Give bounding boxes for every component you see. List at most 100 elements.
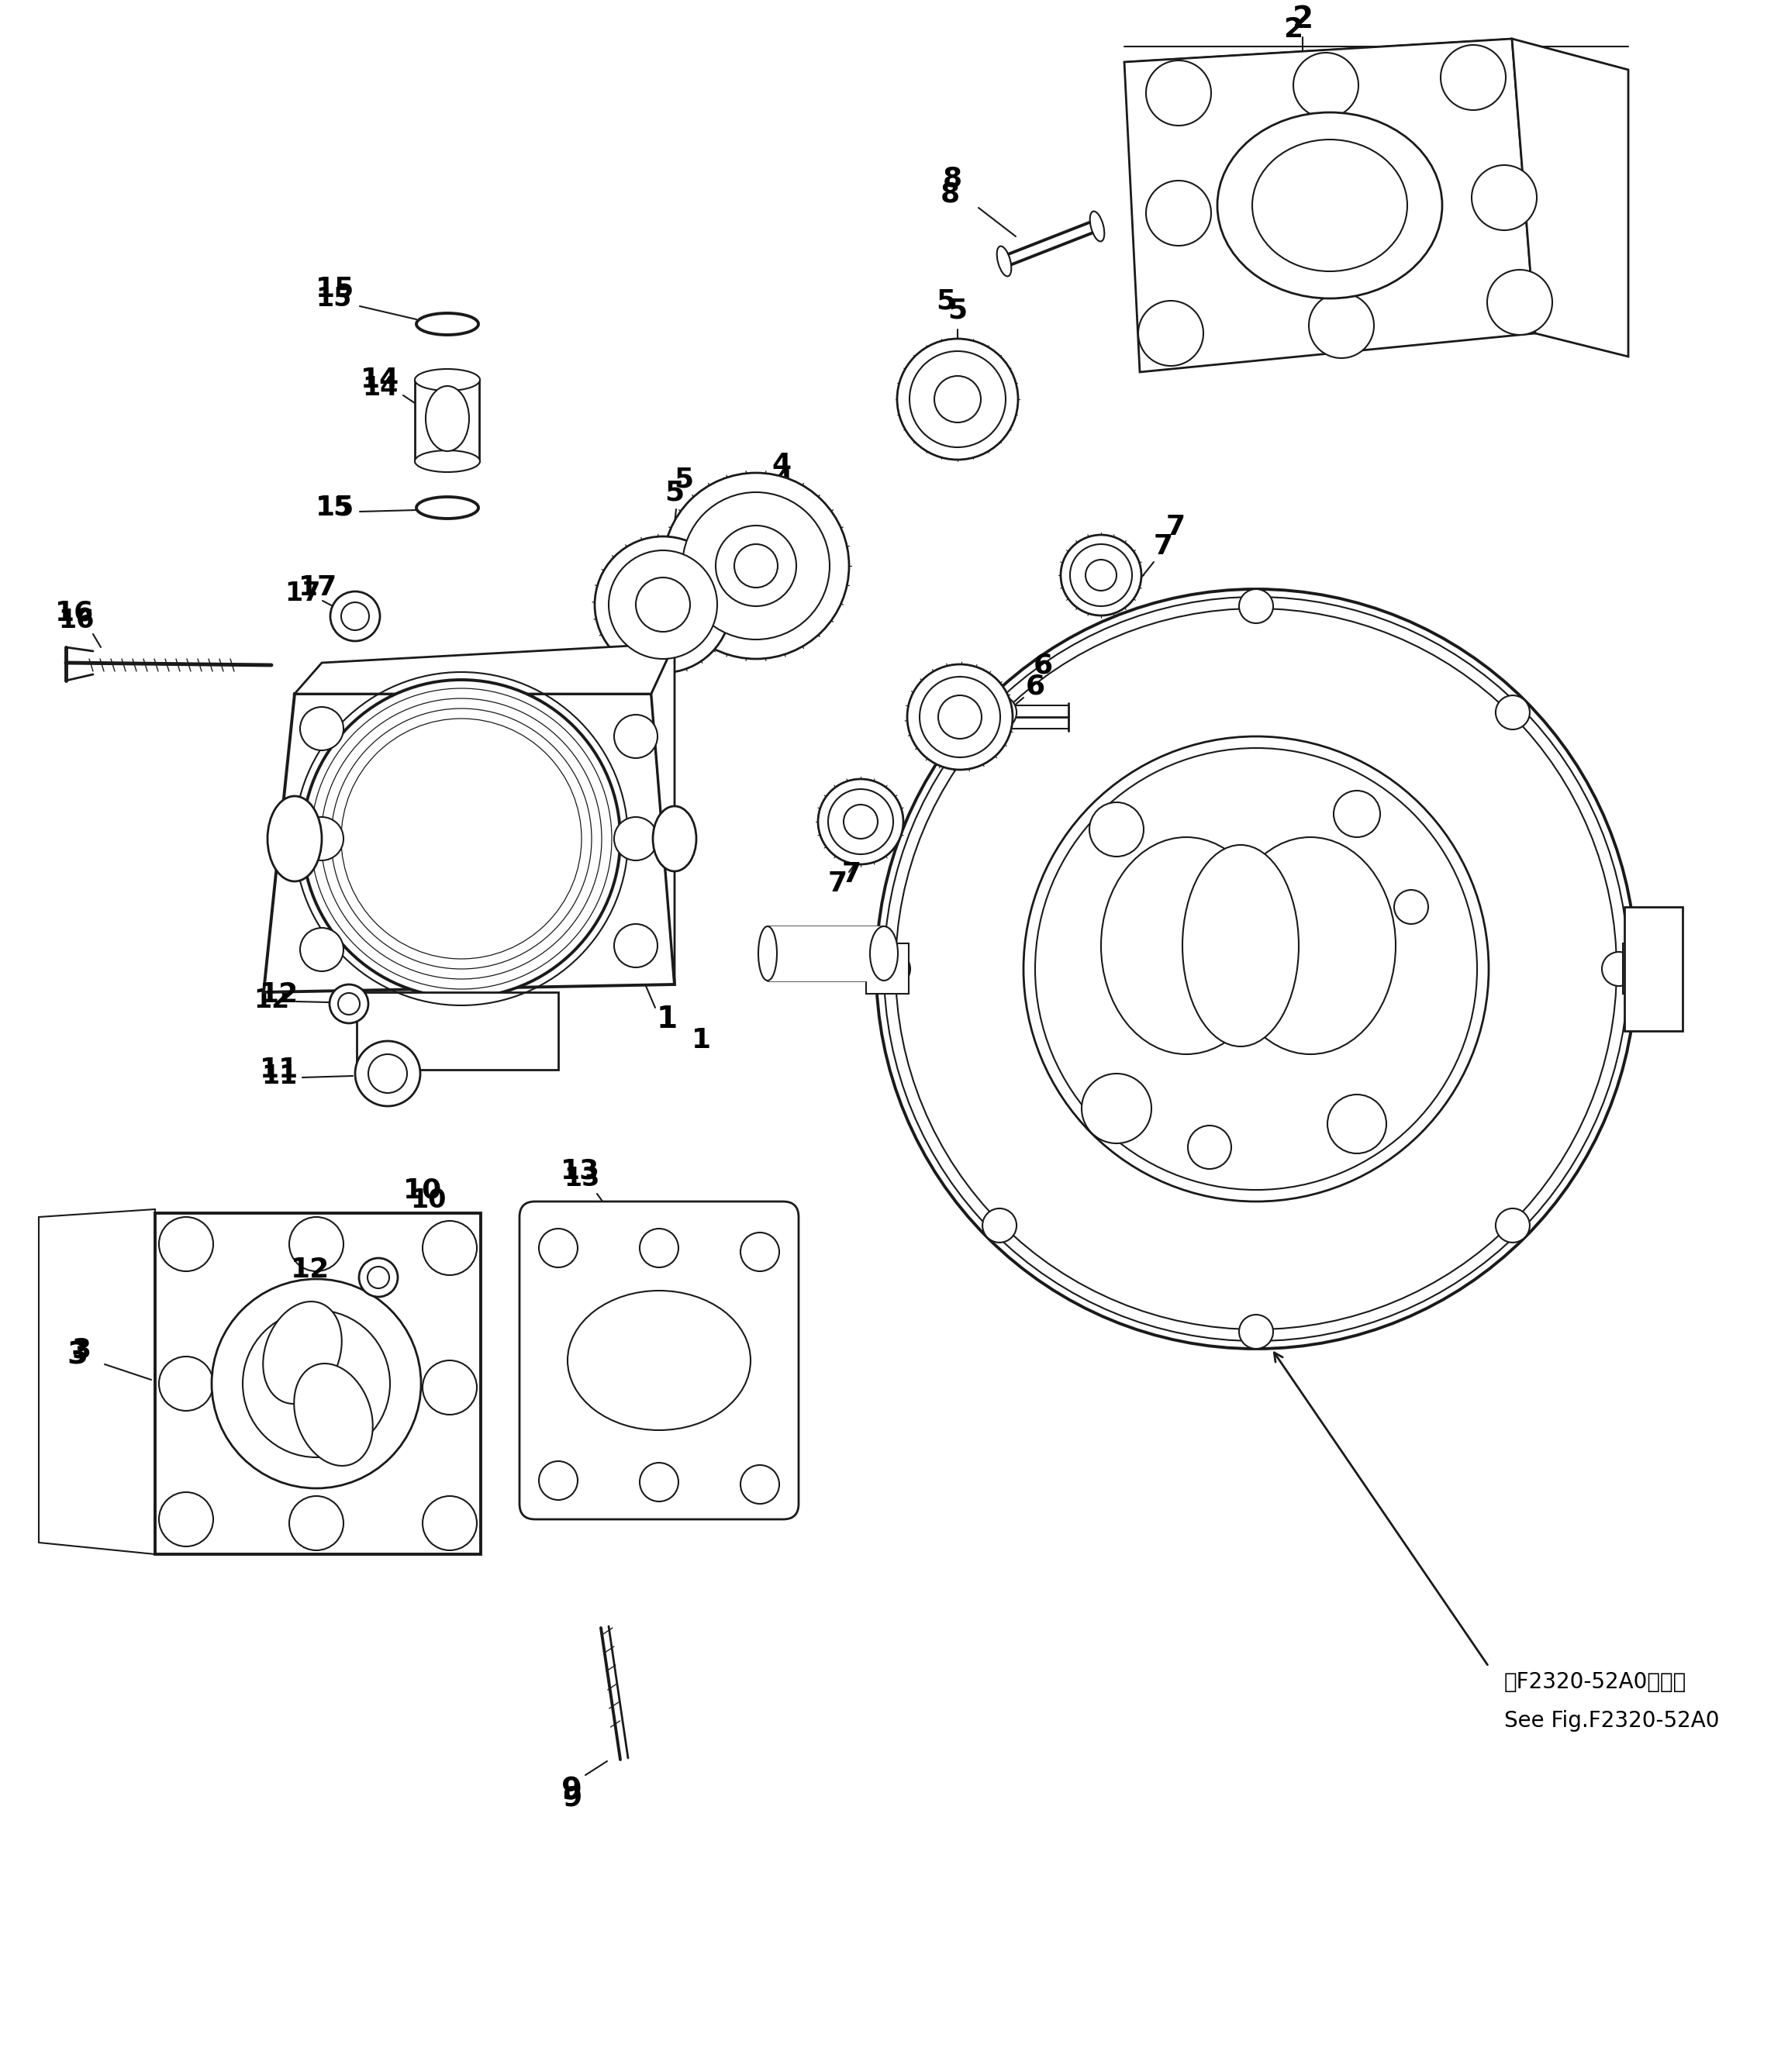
Text: 12: 12 [291, 1264, 327, 1291]
Ellipse shape [415, 450, 479, 472]
Circle shape [844, 804, 878, 839]
Text: 6: 6 [1025, 673, 1044, 698]
FancyBboxPatch shape [1624, 943, 1665, 995]
Text: 7: 7 [1153, 533, 1173, 559]
FancyBboxPatch shape [865, 943, 908, 995]
Circle shape [329, 984, 368, 1024]
Circle shape [1495, 696, 1531, 729]
Circle shape [1089, 802, 1144, 856]
Text: 13: 13 [560, 1158, 599, 1183]
Ellipse shape [1182, 845, 1298, 1046]
Text: 12: 12 [254, 986, 290, 1013]
Text: 16: 16 [55, 599, 95, 626]
Circle shape [939, 696, 982, 740]
Circle shape [243, 1310, 390, 1457]
Circle shape [159, 1492, 213, 1546]
Text: 3: 3 [72, 1336, 91, 1363]
Circle shape [1488, 269, 1552, 336]
Ellipse shape [268, 796, 322, 881]
Circle shape [1293, 52, 1359, 118]
Circle shape [640, 1229, 678, 1268]
Circle shape [613, 924, 658, 968]
Circle shape [368, 1266, 390, 1289]
Ellipse shape [758, 926, 778, 980]
Polygon shape [263, 694, 674, 992]
Circle shape [613, 715, 658, 758]
Circle shape [1082, 1073, 1151, 1144]
Circle shape [342, 603, 368, 630]
Circle shape [907, 665, 1012, 769]
Circle shape [300, 816, 343, 860]
Ellipse shape [1218, 112, 1443, 298]
Circle shape [876, 951, 910, 986]
Ellipse shape [567, 1291, 751, 1430]
Text: 5: 5 [665, 479, 685, 506]
Ellipse shape [263, 1301, 342, 1405]
Circle shape [819, 779, 903, 864]
Text: 1: 1 [656, 1005, 678, 1034]
Circle shape [613, 816, 658, 860]
Polygon shape [651, 644, 674, 984]
Ellipse shape [1091, 211, 1105, 242]
Text: 第F2320-52A0図参照: 第F2320-52A0図参照 [1504, 1672, 1686, 1693]
Text: 17: 17 [299, 574, 338, 601]
Text: 3: 3 [66, 1341, 88, 1370]
Text: 5: 5 [674, 466, 694, 493]
Circle shape [640, 1463, 678, 1502]
Text: 6: 6 [1033, 653, 1053, 678]
FancyBboxPatch shape [520, 1202, 799, 1519]
Circle shape [422, 1361, 477, 1415]
Circle shape [300, 707, 343, 750]
Ellipse shape [293, 1363, 372, 1465]
Circle shape [290, 1496, 343, 1550]
Ellipse shape [415, 369, 479, 392]
Circle shape [302, 680, 620, 997]
Text: 4: 4 [772, 452, 792, 479]
Polygon shape [1624, 908, 1683, 1032]
Circle shape [1187, 1125, 1232, 1169]
Text: 13: 13 [563, 1164, 599, 1191]
Circle shape [910, 350, 1005, 448]
Text: 15: 15 [315, 286, 352, 311]
Circle shape [1327, 1094, 1386, 1154]
Text: 8: 8 [942, 166, 962, 191]
Polygon shape [295, 644, 674, 694]
Circle shape [982, 1208, 1017, 1243]
Circle shape [211, 1278, 420, 1488]
Circle shape [368, 1055, 408, 1092]
Text: 11: 11 [261, 1063, 297, 1088]
Circle shape [422, 1220, 477, 1274]
Ellipse shape [417, 497, 479, 518]
Circle shape [919, 678, 999, 758]
Circle shape [1309, 292, 1373, 358]
Circle shape [876, 588, 1636, 1349]
Circle shape [159, 1216, 213, 1272]
Circle shape [637, 578, 690, 632]
Circle shape [1146, 180, 1210, 247]
Circle shape [1146, 60, 1210, 126]
Text: 7: 7 [828, 870, 848, 897]
Circle shape [1239, 588, 1273, 624]
Text: 12: 12 [259, 982, 299, 1007]
Text: 7: 7 [842, 862, 862, 887]
Circle shape [1495, 1208, 1531, 1243]
Ellipse shape [653, 806, 696, 872]
Circle shape [898, 338, 1017, 460]
Text: 4: 4 [774, 468, 792, 493]
Text: 15: 15 [315, 493, 354, 520]
Circle shape [683, 493, 830, 640]
Text: 17: 17 [284, 580, 320, 605]
Ellipse shape [998, 247, 1012, 276]
Circle shape [159, 1357, 213, 1411]
Text: 1: 1 [692, 1028, 712, 1053]
Circle shape [331, 591, 379, 640]
Text: 2: 2 [1284, 17, 1303, 44]
Circle shape [740, 1233, 780, 1272]
Circle shape [1395, 889, 1429, 924]
Text: 9: 9 [561, 1776, 583, 1805]
Text: 2: 2 [1293, 4, 1312, 33]
Text: See Fig.F2320-52A0: See Fig.F2320-52A0 [1504, 1709, 1720, 1732]
Circle shape [663, 472, 849, 659]
Text: 8: 8 [940, 180, 960, 207]
Text: 9: 9 [563, 1786, 583, 1811]
